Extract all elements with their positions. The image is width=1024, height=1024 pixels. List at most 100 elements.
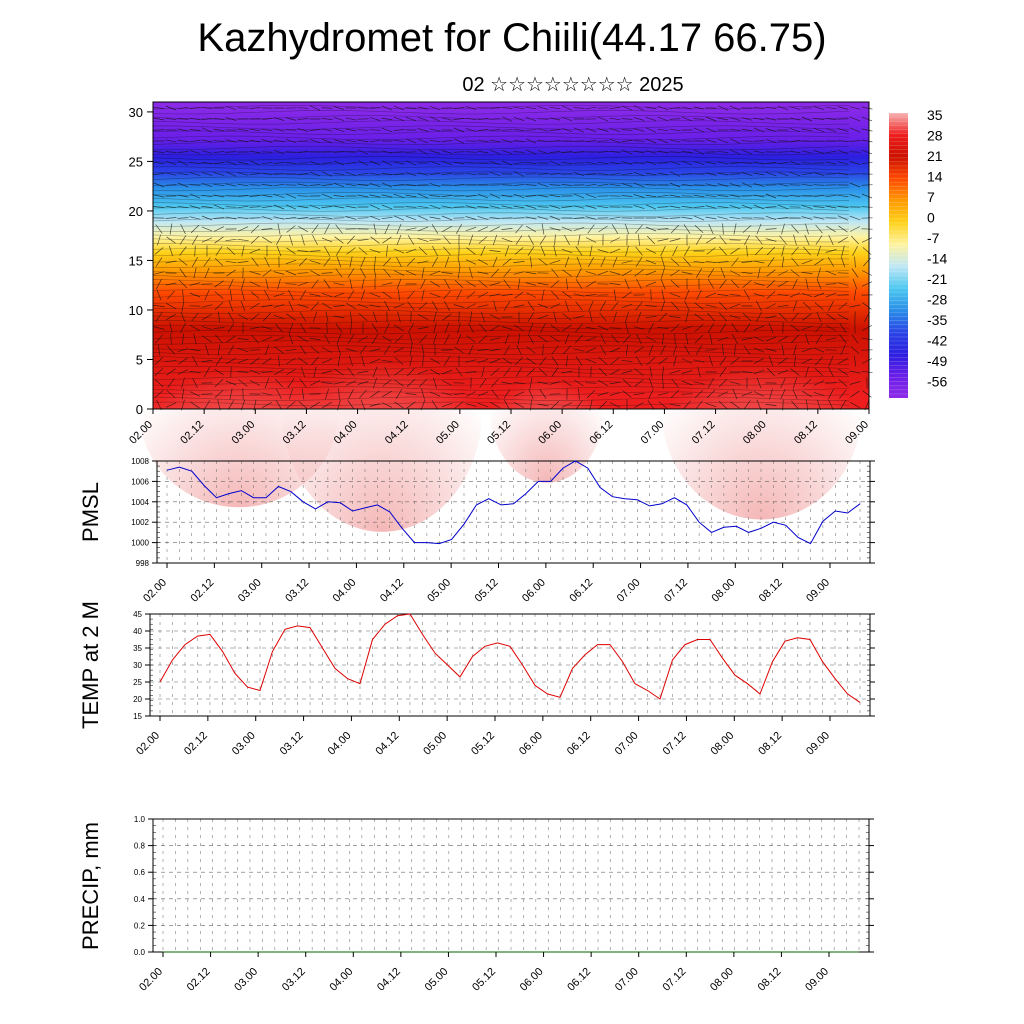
y-tick-label: 0.4 — [134, 895, 146, 904]
y-tick-label: 0.6 — [134, 868, 146, 877]
isoline — [152, 110, 850, 115]
isoline — [152, 345, 850, 350]
isoline — [152, 151, 850, 156]
x-tick-label: 02.00 — [134, 730, 162, 758]
colorbar-fill — [889, 113, 908, 398]
x-tick-label: 02.12 — [185, 966, 213, 994]
y-tick-label: 25 — [133, 678, 142, 687]
x-tick-label: 03.12 — [280, 966, 308, 994]
isoline — [152, 232, 850, 238]
x-tick-label: 04.12 — [375, 966, 403, 994]
y-tick-label: 20 — [129, 204, 143, 219]
isoline — [152, 365, 850, 371]
isoline — [152, 192, 850, 197]
isoline — [152, 145, 850, 151]
colorbar-label: -49 — [927, 353, 947, 369]
isoline — [152, 258, 850, 263]
isoline — [152, 278, 850, 284]
x-tick-label: 05.12 — [473, 577, 501, 605]
colorbar: 35 28 21 14 7 0 -7 -14 -21 -28 -35 -42 -49 -56 — [889, 107, 947, 398]
isoline — [152, 335, 850, 340]
x-tick-label: 05.12 — [470, 966, 498, 994]
isoline — [152, 273, 850, 279]
isoline — [152, 115, 850, 120]
colorbar-label: 7 — [927, 189, 935, 205]
y-tick-label: 30 — [129, 105, 143, 120]
isoline — [152, 212, 850, 217]
precip-panel: 0.0 0.2 0.4 0.6 0.8 1.0 PRECIP, mm 02.00 02.12 03… — [78, 815, 874, 994]
colorbar-label: -28 — [927, 292, 947, 308]
x-tick-label: 07.12 — [660, 966, 688, 994]
isoline — [152, 120, 850, 125]
y-tick-label: 10 — [129, 303, 143, 318]
x-tick-label: 05.00 — [423, 966, 451, 994]
x-tick-label: 08.00 — [709, 577, 737, 605]
y-tick-label: 998 — [136, 559, 150, 568]
y-tick-label: 1.0 — [134, 815, 146, 824]
isoline — [152, 263, 850, 268]
isoline — [152, 376, 850, 381]
x-tick-label: 09.00 — [804, 577, 832, 605]
y-tick-label: 1006 — [131, 477, 149, 486]
isoline — [152, 105, 850, 110]
isoline — [152, 319, 850, 325]
x-tick-label: 07.00 — [615, 577, 643, 605]
x-tick-label: 02.00 — [141, 577, 169, 605]
isoline — [152, 130, 850, 135]
isoline — [152, 207, 850, 212]
isoline — [152, 309, 850, 314]
isoline — [152, 371, 850, 376]
temp-panel: 15 20 25 30 35 40 45 TEMP at 2 M 02.00 02.12 03.00… — [78, 601, 875, 758]
x-tick-label: 04.12 — [373, 730, 401, 758]
y-tick-label: 1004 — [131, 498, 149, 507]
colorbar-label: -21 — [927, 271, 947, 287]
isoline — [152, 227, 850, 233]
x-tick-label: 03.00 — [232, 966, 260, 994]
isoline — [152, 386, 850, 391]
colorbar-label: 35 — [927, 107, 943, 123]
x-tick-label: 04.00 — [326, 730, 354, 758]
isoline — [152, 268, 850, 273]
x-tick-label: 07.00 — [613, 966, 641, 994]
y-tick-label: 15 — [129, 253, 143, 268]
colorbar-label: 28 — [927, 128, 943, 144]
x-tick-label: 05.00 — [425, 577, 453, 605]
x-tick-label: 08.12 — [756, 966, 784, 994]
colorbar-label: -7 — [927, 230, 940, 246]
y-tick-label: 0.0 — [134, 948, 146, 957]
x-tick-label: 09.00 — [803, 966, 831, 994]
isoline — [152, 140, 850, 146]
y-tick-label: 35 — [133, 644, 142, 653]
isoline — [152, 186, 850, 192]
x-tick-label: 06.00 — [518, 966, 546, 994]
isoline — [152, 171, 850, 176]
isoline — [152, 197, 850, 202]
x-tick-label: 06.12 — [565, 730, 593, 758]
isoline — [152, 391, 850, 396]
x-tick-label: 08.00 — [708, 730, 736, 758]
x-tick-label: 02.12 — [182, 730, 210, 758]
isoline — [152, 222, 850, 227]
page-title: Kazhydromet for Chiili(44.17 66.75) — [197, 16, 827, 60]
isoline — [152, 166, 850, 171]
x-tick-label: 02.00 — [137, 966, 165, 994]
isoline — [152, 156, 850, 161]
isoline — [152, 243, 850, 248]
isoline — [152, 340, 850, 345]
colorbar-label: -35 — [927, 312, 947, 328]
colorbar-label: -42 — [927, 333, 947, 349]
x-tick-label: 08.12 — [757, 577, 785, 605]
isoline — [152, 325, 850, 330]
x-tick-label: 07.12 — [662, 577, 690, 605]
isoline — [152, 350, 850, 355]
x-tick-label: 03.00 — [230, 730, 258, 758]
x-tick-label: 04.12 — [378, 577, 406, 605]
x-tick-label: 09.00 — [804, 730, 832, 758]
y-axis-title: TEMP at 2 M — [78, 601, 103, 729]
x-tick-label: 02.12 — [189, 577, 217, 605]
isoline — [152, 202, 850, 207]
x-tick-label: 06.00 — [520, 577, 548, 605]
isoline — [152, 253, 850, 258]
y-tick-label: 1008 — [131, 457, 149, 466]
